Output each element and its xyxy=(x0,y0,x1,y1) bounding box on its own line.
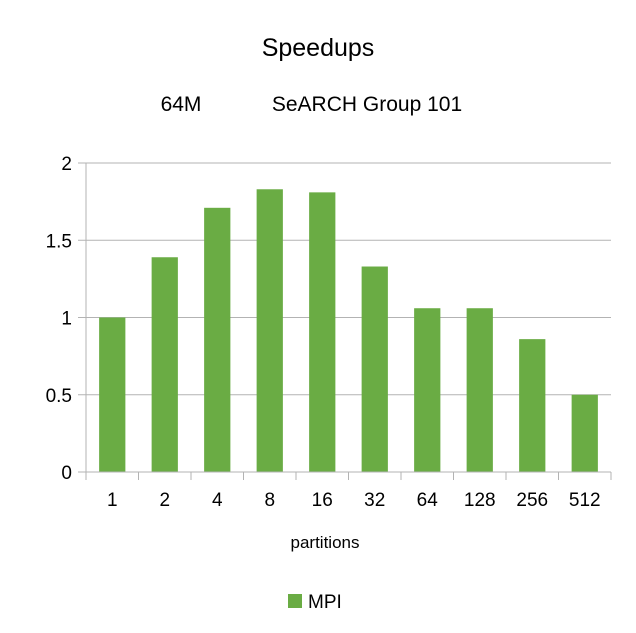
x-tick-label-512: 512 xyxy=(569,490,601,511)
bar-4 xyxy=(204,207,231,472)
y-axis-ticks: 0 0.5 1 1.5 2 xyxy=(46,154,86,484)
axes xyxy=(85,163,612,480)
x-axis-label: partitions xyxy=(291,533,360,552)
chart-subtitle-size: 64M xyxy=(161,93,202,116)
bar-2 xyxy=(151,257,178,472)
bar-256 xyxy=(519,339,546,472)
x-tick-label-4: 4 xyxy=(212,490,223,511)
chart-subtitle-group: SeARCH Group 101 xyxy=(272,93,462,116)
legend: MPI xyxy=(288,592,342,613)
y-tick-label-2: 1 xyxy=(61,309,72,330)
bar-1 xyxy=(99,317,126,472)
y-tick-label-1: 0.5 xyxy=(46,386,72,407)
x-tick-label-16: 16 xyxy=(312,490,333,511)
bar-32 xyxy=(361,266,388,472)
legend-swatch-mpi xyxy=(288,594,302,608)
bar-64 xyxy=(414,308,441,472)
x-tick-label-32: 32 xyxy=(364,490,385,511)
bar-512 xyxy=(571,394,598,472)
y-tick-label-0: 0 xyxy=(61,463,72,484)
y-tick-label-3: 1.5 xyxy=(46,231,72,252)
x-tick-label-2: 2 xyxy=(159,490,170,511)
x-axis-ticks: 1 2 4 8 16 32 64 128 256 512 xyxy=(107,490,601,511)
y-tick-label-4: 2 xyxy=(61,154,72,175)
x-tick-label-128: 128 xyxy=(464,490,496,511)
bar-16 xyxy=(309,192,336,473)
bar-8 xyxy=(256,189,283,472)
bars xyxy=(99,189,598,473)
x-tick-label-1: 1 xyxy=(107,490,118,511)
legend-label-mpi: MPI xyxy=(308,592,342,613)
x-tick-label-8: 8 xyxy=(264,490,275,511)
chart-title: Speedups xyxy=(262,34,375,62)
x-tick-label-256: 256 xyxy=(516,490,548,511)
x-tick-label-64: 64 xyxy=(417,490,439,511)
bar-128 xyxy=(466,308,493,472)
